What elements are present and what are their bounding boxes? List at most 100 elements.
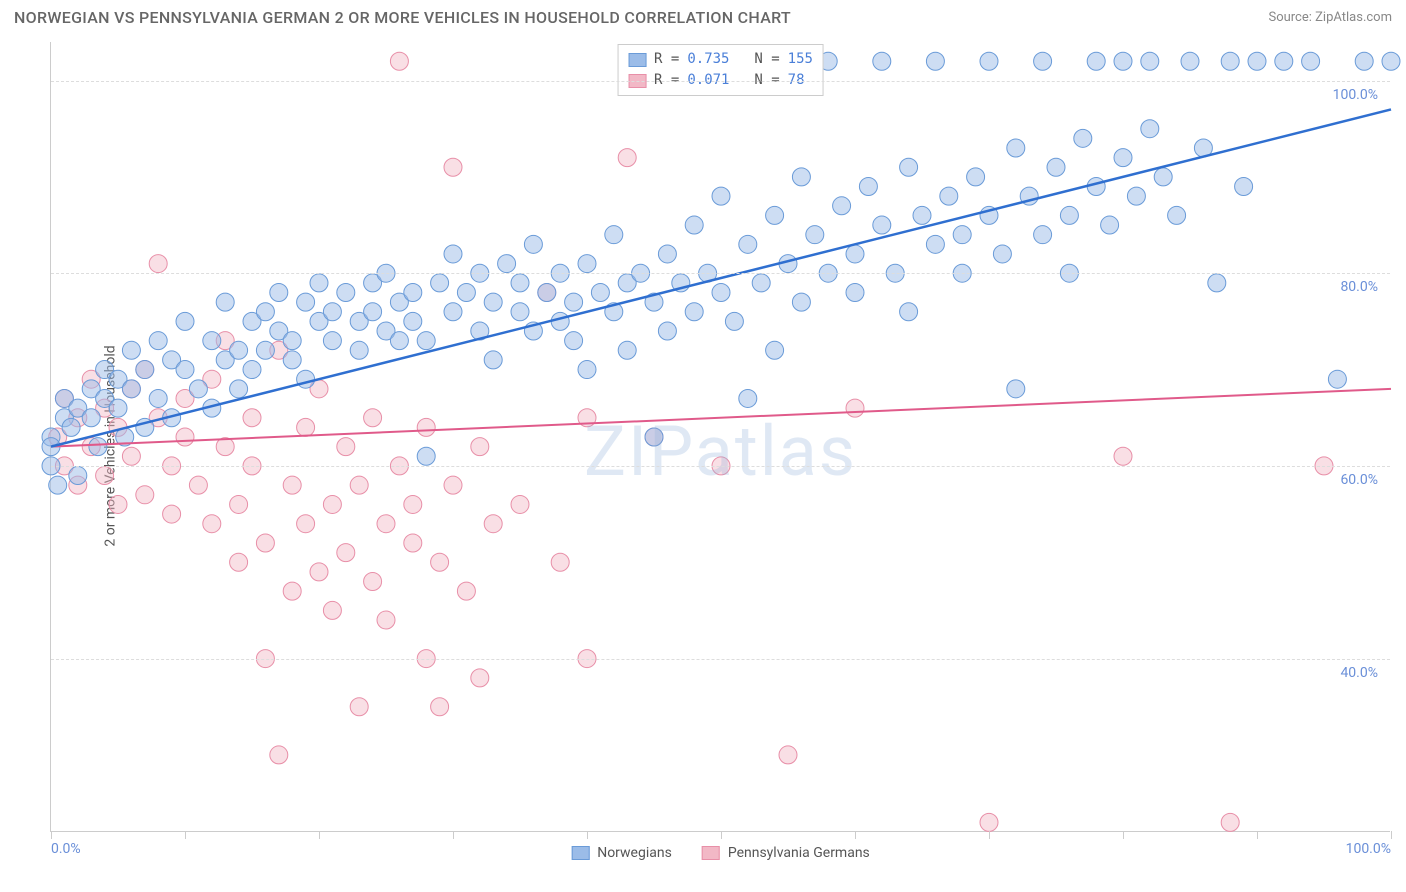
scatter-point [806,226,824,244]
x-tick-label: 100.0% [1346,841,1391,857]
scatter-point [122,341,140,359]
scatter-point [685,303,703,321]
scatter-point [82,409,100,427]
scatter-point [846,245,864,263]
scatter-point [565,293,583,311]
scatter-point [1221,813,1239,831]
scatter-point [457,582,475,600]
scatter-point [431,274,449,292]
scatter-point [471,438,489,456]
scatter-point [323,601,341,619]
scatter-point [511,303,529,321]
scatter-point [792,168,810,186]
scatter-point [1087,52,1105,70]
scatter-point [551,553,569,571]
scatter-point [417,418,435,436]
scatter-point [859,178,877,196]
scatter-point [323,495,341,513]
scatter-point [498,255,516,273]
scatter-point [96,467,114,485]
scatter-point [1181,52,1199,70]
scatter-point [565,332,583,350]
scatter-point [766,341,784,359]
correlation-legend: R =0.735 N =155R =0.071 N = 78 [617,44,824,96]
scatter-point [591,283,609,301]
scatter-point [350,698,368,716]
scatter-point [297,515,315,533]
gridline [51,81,1390,82]
scatter-point [256,341,274,359]
scatter-point [1101,216,1119,234]
scatter-point [404,495,422,513]
scatter-point [645,428,663,446]
scatter-point [149,332,167,350]
scatter-point [1248,52,1266,70]
scatter-point [484,293,502,311]
scatter-point [444,245,462,263]
scatter-point [1114,447,1132,465]
chart-title: NORWEGIAN VS PENNSYLVANIA GERMAN 2 OR MO… [14,8,791,27]
x-tick [989,831,990,839]
scatter-point [149,255,167,273]
scatter-point [444,476,462,494]
scatter-point [712,187,730,205]
gridline [51,659,1390,660]
scatter-point [578,361,596,379]
scatter-point [431,553,449,571]
scatter-point [1168,206,1186,224]
scatter-point [685,216,703,234]
x-tick-label: 0.0% [51,841,81,857]
scatter-point [1114,149,1132,167]
scatter-point [846,399,864,417]
scatter-point [283,332,301,350]
y-tick-label: 40.0% [1340,665,1378,681]
x-tick [1257,831,1258,839]
regression-line [51,109,1391,446]
gridline [51,466,1390,467]
series-legend-item: Pennsylvania Germans [702,845,870,861]
scatter-point [1328,370,1346,388]
scatter-point [136,486,154,504]
source-attribution: Source: ZipAtlas.com [1268,10,1392,25]
scatter-point [230,380,248,398]
scatter-point [1141,120,1159,138]
scatter-point [230,341,248,359]
scatter-point [109,399,127,417]
scatter-point [658,322,676,340]
scatter-point [404,312,422,330]
scatter-point [1275,52,1293,70]
scatter-point [1208,274,1226,292]
scatter-point [323,332,341,350]
scatter-point [323,303,341,321]
scatter-point [377,515,395,533]
scatter-point [189,380,207,398]
scatter-point [792,293,810,311]
scatter-point [1221,52,1239,70]
scatter-point [337,544,355,562]
scatter-point [270,283,288,301]
scatter-point [203,332,221,350]
scatter-point [980,813,998,831]
scatter-point [350,341,368,359]
scatter-point [256,534,274,552]
scatter-point [404,534,422,552]
scatter-point [350,476,368,494]
scatter-point [297,418,315,436]
scatter-point [752,274,770,292]
scatter-point [873,52,891,70]
scatter-point [1060,206,1078,224]
scatter-plot-svg [51,42,1390,831]
scatter-point [739,235,757,253]
scatter-point [1141,52,1159,70]
scatter-point [417,332,435,350]
scatter-point [833,197,851,215]
scatter-point [940,187,958,205]
scatter-point [364,409,382,427]
scatter-point [926,235,944,253]
scatter-point [431,698,449,716]
legend-n-label: N = [738,49,780,70]
x-tick [51,831,52,839]
x-tick [185,831,186,839]
scatter-point [176,428,194,446]
scatter-point [337,438,355,456]
